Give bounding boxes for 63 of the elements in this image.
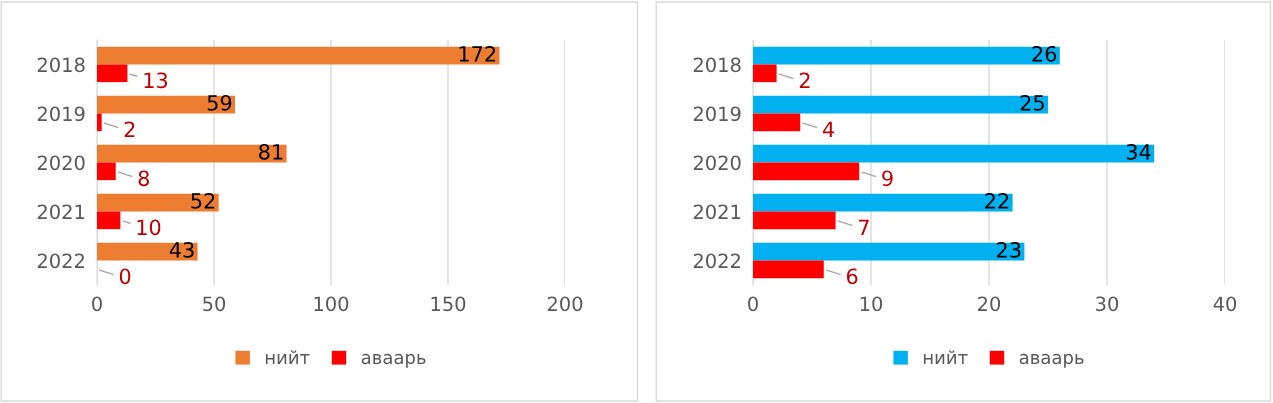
data-label: 2: [799, 72, 810, 88]
y-tick-label: 2020: [693, 155, 741, 171]
data-label: 25: [1020, 94, 1044, 111]
x-tick-label: 50: [203, 296, 226, 312]
data-label: 26: [1032, 45, 1057, 62]
bar: [97, 46, 500, 65]
legend-label: нийт: [923, 350, 968, 364]
bar: [753, 242, 1025, 261]
bar: [97, 162, 116, 181]
data-label: 34: [1126, 143, 1151, 160]
y-tick-label: 2018: [37, 57, 85, 73]
x-tick-label: 10: [860, 296, 883, 312]
y-tick-label: 2021: [693, 204, 741, 220]
bar: [753, 113, 801, 132]
data-label: 43: [169, 241, 194, 258]
bar: [97, 144, 287, 163]
data-label: 7: [859, 219, 869, 235]
bar: [97, 193, 219, 212]
bar: [753, 193, 1013, 212]
bar: [753, 64, 777, 83]
x-tick-label: 0: [748, 296, 758, 312]
y-tick-label: 2020: [37, 155, 85, 171]
data-label: 52: [191, 192, 215, 209]
data-label: 9: [882, 170, 893, 187]
y-tick-label: 2019: [37, 106, 85, 122]
x-tick-label: 40: [1213, 296, 1237, 312]
bar: [753, 260, 824, 279]
bar: [97, 113, 102, 132]
x-tick-label: 100: [314, 296, 349, 312]
data-label: 8: [138, 170, 149, 187]
x-tick-label: 200: [547, 296, 583, 312]
data-label: 4: [822, 121, 834, 137]
x-tick-label: 0: [92, 296, 102, 312]
data-label: 59: [207, 94, 232, 111]
data-label: 10: [137, 219, 161, 236]
bar: [97, 211, 121, 230]
bar: [97, 64, 128, 83]
bar: [97, 95, 236, 114]
x-tick-label: 150: [431, 296, 466, 312]
bar: [753, 162, 860, 181]
bar: [753, 211, 836, 230]
data-label: 2: [124, 121, 135, 137]
bar: [97, 242, 198, 261]
legend-label: аваарь: [1019, 353, 1084, 368]
y-tick-label: 2022: [693, 253, 740, 269]
data-label: 81: [259, 143, 283, 160]
data-label: 22: [985, 192, 1009, 209]
bar: [753, 46, 1060, 65]
data-label: 0: [119, 268, 131, 285]
x-tick-label: 30: [1096, 296, 1119, 312]
y-tick-label: 2019: [693, 106, 741, 122]
legend-label: аваарь: [361, 353, 426, 368]
x-tick-label: 20: [978, 296, 1001, 312]
y-tick-label: 2021: [37, 204, 85, 220]
bar: [753, 95, 1048, 114]
data-label: 172: [459, 45, 496, 62]
legend-label: нийт: [265, 350, 310, 364]
y-tick-label: 2022: [37, 253, 84, 269]
y-tick-label: 2018: [693, 57, 741, 73]
data-label: 23: [997, 241, 1021, 258]
data-label: 13: [144, 72, 168, 89]
bar: [753, 144, 1155, 163]
data-label: 6: [846, 268, 858, 285]
